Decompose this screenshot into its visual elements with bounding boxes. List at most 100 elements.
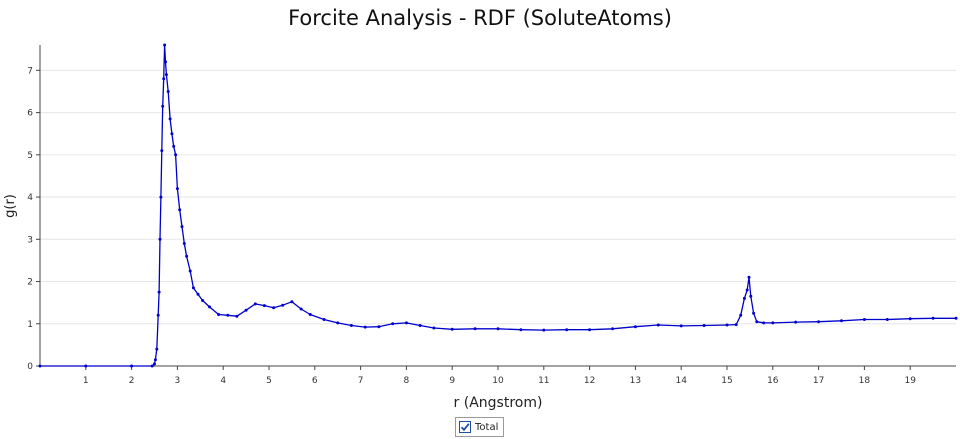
data-point <box>308 313 312 316</box>
x-axis-label: r (Angstrom) <box>454 395 543 411</box>
data-point <box>166 90 170 93</box>
data-point <box>150 364 154 368</box>
data-point <box>862 318 866 321</box>
data-point <box>130 364 134 368</box>
x-tick-label: 1 <box>83 376 89 386</box>
x-tick-label: 18 <box>859 376 871 386</box>
checkmark-icon <box>460 423 470 432</box>
data-point <box>611 327 614 331</box>
data-point <box>742 296 746 300</box>
data-point <box>702 324 706 327</box>
axes <box>36 45 956 370</box>
x-tick-label: 8 <box>404 376 410 386</box>
data-point <box>771 321 775 325</box>
series-total <box>38 43 958 368</box>
data-point <box>185 254 189 258</box>
x-tick-label: 16 <box>767 376 779 386</box>
data-point <box>749 294 753 298</box>
data-point <box>175 187 179 191</box>
data-point <box>153 358 157 362</box>
y-axis-label: g(r) <box>3 194 18 218</box>
data-point <box>363 325 367 329</box>
legend-checkbox-total[interactable] <box>459 421 471 433</box>
data-point <box>38 364 42 368</box>
y-tick-label: 1 <box>27 320 33 330</box>
data-point <box>377 325 381 329</box>
data-point <box>162 77 166 81</box>
x-tick-label: 2 <box>129 376 135 386</box>
x-tick-label: 6 <box>312 376 318 386</box>
data-point <box>734 323 738 327</box>
y-tick-label: 2 <box>27 278 33 288</box>
data-point <box>391 322 395 326</box>
data-point <box>153 362 156 366</box>
data-point <box>745 288 749 292</box>
data-point <box>180 225 184 229</box>
y-tick-label: 6 <box>27 109 33 119</box>
data-point <box>450 327 454 331</box>
data-point <box>747 275 751 279</box>
data-point <box>155 347 159 351</box>
x-tick-label: 7 <box>358 376 364 386</box>
data-point <box>565 328 569 332</box>
data-point <box>244 308 248 312</box>
data-point <box>290 300 294 304</box>
data-point <box>794 320 798 324</box>
data-point <box>633 325 637 329</box>
x-tick-label: 4 <box>220 376 226 386</box>
data-point <box>322 318 326 321</box>
data-point <box>172 144 176 148</box>
data-point <box>885 318 889 321</box>
x-tick-label: 10 <box>492 376 504 386</box>
data-point <box>336 321 340 325</box>
data-point <box>235 314 239 318</box>
legend-label-total: Total <box>475 421 499 433</box>
y-tick-label: 3 <box>27 235 33 245</box>
data-point <box>157 290 161 294</box>
data-point <box>168 117 172 121</box>
data-point <box>817 320 821 324</box>
y-tick-label: 0 <box>27 362 33 372</box>
data-point <box>496 327 500 331</box>
data-point <box>253 302 257 306</box>
data-point <box>182 242 186 245</box>
data-point <box>679 324 683 328</box>
data-point <box>158 237 162 241</box>
data-point <box>908 317 912 321</box>
data-point <box>404 321 408 325</box>
data-point <box>188 269 192 273</box>
data-point <box>208 305 211 309</box>
data-point <box>840 319 843 323</box>
data-point <box>170 132 174 136</box>
data-point <box>163 43 167 47</box>
data-point <box>519 328 523 332</box>
data-point <box>226 313 230 317</box>
data-point <box>588 328 592 332</box>
data-point <box>217 313 221 316</box>
data-point <box>262 304 266 308</box>
data-point <box>299 307 303 311</box>
x-tick-label: 14 <box>675 376 687 386</box>
x-tick-label: 17 <box>813 376 824 386</box>
data-point <box>755 320 759 324</box>
data-point <box>178 208 182 212</box>
x-tick-label: 19 <box>904 376 916 386</box>
data-point <box>159 195 163 199</box>
data-point <box>196 292 200 296</box>
x-tick-label: 15 <box>721 376 732 386</box>
y-tick-label: 5 <box>27 151 33 161</box>
data-point <box>272 306 276 310</box>
data-point <box>762 321 766 325</box>
data-point <box>84 364 88 368</box>
data-point <box>739 313 743 317</box>
x-tick-label: 5 <box>266 376 272 386</box>
data-point <box>201 299 205 302</box>
plot-background <box>40 45 956 366</box>
data-point <box>161 104 165 108</box>
data-point <box>164 60 167 64</box>
data-point <box>281 303 285 307</box>
data-point <box>174 153 178 157</box>
data-point <box>432 326 436 330</box>
